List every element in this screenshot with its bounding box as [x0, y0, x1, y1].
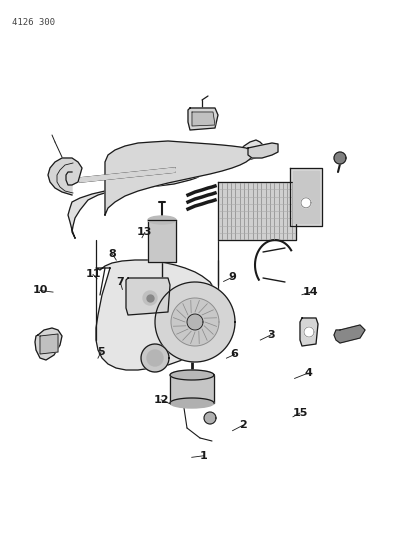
Text: 11: 11 — [85, 270, 101, 279]
Polygon shape — [290, 168, 322, 226]
Text: 1: 1 — [200, 451, 208, 461]
Ellipse shape — [148, 216, 176, 224]
Polygon shape — [48, 158, 82, 195]
Circle shape — [147, 350, 163, 366]
Ellipse shape — [170, 370, 214, 380]
Ellipse shape — [170, 398, 214, 408]
Text: 8: 8 — [109, 249, 116, 259]
Polygon shape — [96, 260, 218, 370]
Polygon shape — [126, 278, 170, 315]
Circle shape — [155, 282, 235, 362]
Circle shape — [187, 314, 203, 330]
Text: 7: 7 — [117, 278, 124, 287]
Text: 12: 12 — [153, 395, 169, 405]
Polygon shape — [300, 318, 318, 346]
Text: 3: 3 — [268, 330, 275, 340]
Polygon shape — [80, 168, 175, 182]
Text: 15: 15 — [292, 408, 308, 418]
Polygon shape — [188, 108, 218, 130]
Text: 4: 4 — [304, 368, 312, 378]
Polygon shape — [248, 143, 278, 158]
Polygon shape — [148, 220, 176, 262]
Text: 2: 2 — [239, 421, 246, 430]
Circle shape — [171, 298, 219, 346]
Circle shape — [204, 412, 216, 424]
Text: 14: 14 — [303, 287, 319, 297]
Polygon shape — [105, 141, 252, 215]
Polygon shape — [334, 325, 365, 343]
Polygon shape — [35, 328, 62, 360]
Text: 9: 9 — [228, 272, 237, 282]
Polygon shape — [293, 171, 319, 223]
Circle shape — [304, 327, 314, 337]
Text: 4126 300: 4126 300 — [12, 18, 55, 27]
Polygon shape — [170, 375, 214, 403]
Polygon shape — [192, 112, 215, 126]
Text: 6: 6 — [231, 350, 239, 359]
Circle shape — [143, 291, 157, 305]
Polygon shape — [68, 140, 264, 238]
Polygon shape — [40, 334, 58, 354]
Circle shape — [141, 344, 169, 372]
Circle shape — [334, 152, 346, 164]
Text: 13: 13 — [137, 228, 153, 237]
Circle shape — [301, 198, 311, 208]
Text: 5: 5 — [98, 347, 105, 357]
Polygon shape — [218, 182, 296, 240]
Text: 10: 10 — [32, 286, 48, 295]
